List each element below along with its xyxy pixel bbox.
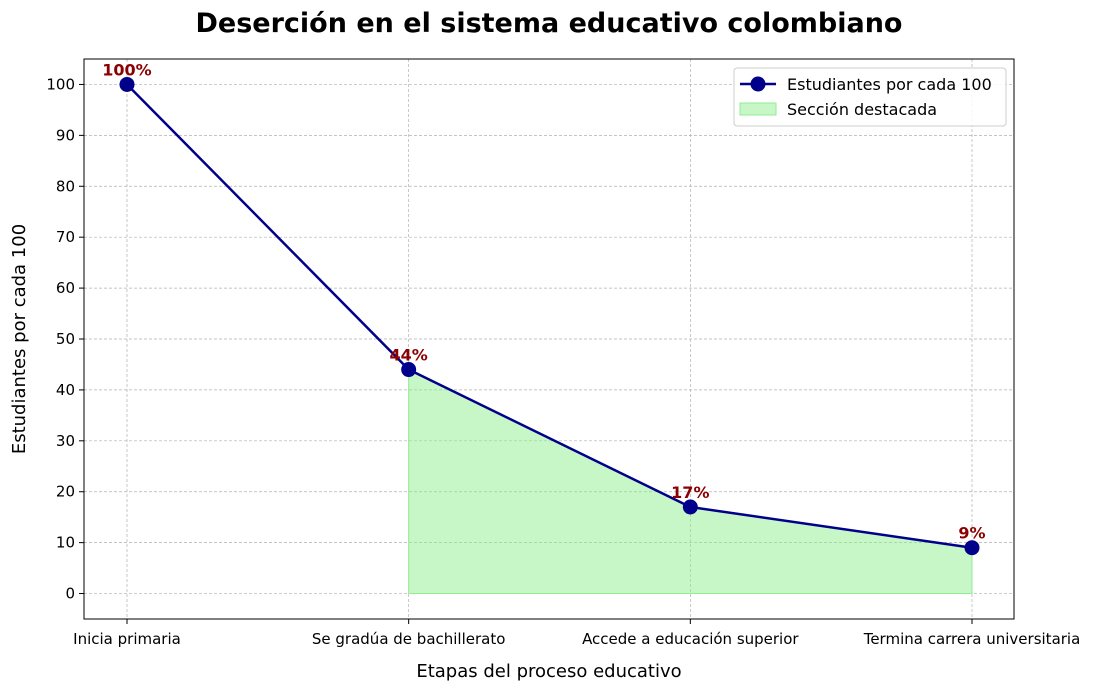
y-tick-label: 70 — [56, 228, 75, 246]
y-tick-label: 80 — [56, 177, 75, 195]
data-point — [964, 540, 980, 556]
x-axis-label: Etapas del proceso educativo — [416, 661, 681, 682]
legend-fill-swatch — [739, 102, 777, 116]
chart-title: Deserción en el sistema educativo colomb… — [196, 8, 903, 39]
legend-marker-swatch — [750, 76, 766, 92]
y-tick-label: 20 — [56, 483, 75, 501]
x-tick-label: Accede a educación superior — [582, 630, 799, 648]
y-tick-label: 30 — [56, 432, 75, 450]
series-line-layer — [126, 83, 973, 549]
y-tick-label: 10 — [56, 534, 75, 552]
data-label: 17% — [671, 483, 709, 502]
y-tick-label: 100 — [46, 75, 75, 93]
data-label-layer: 100% 44% 17% 9% — [102, 60, 985, 542]
legend: Estudiantes por cada 100 Sección destaca… — [733, 67, 1007, 127]
data-point — [682, 499, 698, 515]
x-tick-label: Inicia primaria — [73, 630, 181, 648]
legend-highlight-label: Sección destacada — [787, 100, 937, 119]
data-point — [119, 76, 135, 92]
data-label: 100% — [102, 60, 151, 79]
data-point-layer — [119, 76, 980, 556]
x-axis-ticks: Inicia primaria Se gradúa de bachillerato… — [73, 619, 1080, 648]
x-tick-label: Termina carrera universitaria — [863, 630, 1081, 648]
y-tick-label: 60 — [56, 279, 75, 297]
data-label: 44% — [390, 346, 428, 365]
x-tick-label: Se gradúa de bachillerato — [312, 630, 506, 648]
legend-box — [733, 67, 1007, 127]
legend-series-label: Estudiantes por cada 100 — [787, 75, 992, 94]
series-line — [126, 83, 973, 549]
data-point — [401, 362, 417, 378]
y-tick-label: 0 — [65, 585, 75, 603]
y-tick-label: 50 — [56, 330, 75, 348]
y-tick-label: 90 — [56, 126, 75, 144]
y-axis-label: Estudiantes por cada 100 — [9, 224, 30, 454]
y-tick-label: 40 — [56, 381, 75, 399]
y-axis-ticks: 0 10 20 30 40 50 60 70 80 90 100 — [46, 75, 84, 603]
data-label: 9% — [958, 524, 985, 543]
